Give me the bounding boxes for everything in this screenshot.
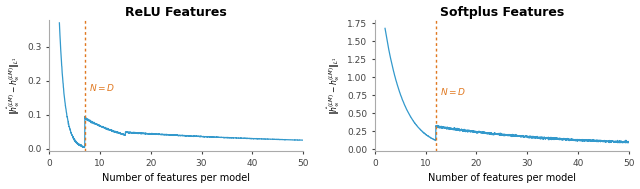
Y-axis label: $\|\hat{h}_\infty^{(LM)} - h_\infty^{(LM)}\|_{L^1}$: $\|\hat{h}_\infty^{(LM)} - h_\infty^{(LM… bbox=[326, 56, 342, 115]
Text: $N=D$: $N=D$ bbox=[440, 86, 466, 97]
X-axis label: Number of features per model: Number of features per model bbox=[428, 174, 576, 184]
X-axis label: Number of features per model: Number of features per model bbox=[102, 174, 250, 184]
Y-axis label: $\|\hat{h}_\infty^{(LM)} - h_\infty^{(LM)}\|_{L^1}$: $\|\hat{h}_\infty^{(LM)} - h_\infty^{(LM… bbox=[6, 56, 22, 115]
Title: ReLU Features: ReLU Features bbox=[125, 5, 227, 19]
Title: Softplus Features: Softplus Features bbox=[440, 5, 564, 19]
Text: $N=D$: $N=D$ bbox=[89, 82, 115, 93]
